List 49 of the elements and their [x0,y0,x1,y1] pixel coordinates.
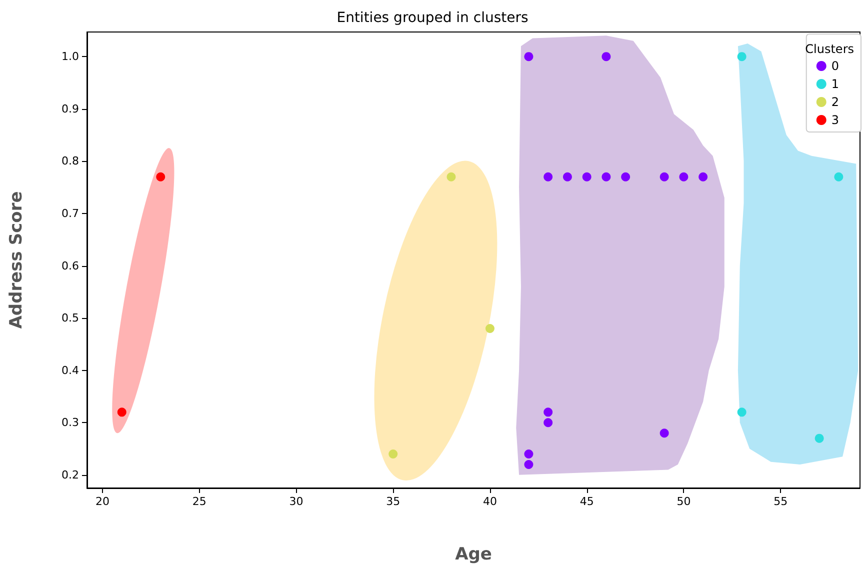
point [485,324,494,333]
x-tick-label: 35 [386,495,400,508]
legend-label: 2 [831,95,840,109]
legend-label: 3 [831,113,840,127]
legend-label: 1 [831,77,840,91]
point [524,450,534,459]
point [544,408,553,417]
point [117,408,126,417]
legend-title: Clusters [805,42,854,56]
y-tick-label: 0.9 [62,102,79,116]
y-tick-label: 0.4 [62,364,79,377]
point [524,52,534,62]
point [737,408,746,417]
point [524,460,534,469]
point [544,418,553,428]
y-tick-label: 0.6 [62,259,79,272]
point [679,172,688,182]
point [582,172,592,182]
point [602,52,611,62]
x-tick-label: 20 [96,495,110,508]
point [388,450,398,459]
point [698,172,708,182]
point [602,172,611,182]
point [814,434,824,443]
y-tick-label: 0.2 [62,468,79,482]
y-tick-label: 0.8 [62,154,79,168]
y-tick-label: 0.5 [62,312,79,325]
point [446,172,456,182]
y-tick-label: 0.7 [62,206,79,220]
point [544,172,553,182]
x-tick-label: 50 [676,495,691,508]
legend-label: 0 [831,59,840,73]
x-tick-label: 30 [289,495,304,508]
x-axis-title: Age [455,544,492,564]
x-tick-label: 25 [192,495,206,508]
point [737,52,746,62]
y-tick-label: 1.0 [62,50,79,64]
y-tick-label: 0.3 [62,416,79,430]
x-tick-label: 55 [774,495,788,508]
point [834,172,844,182]
point [660,172,669,182]
x-tick-label: 45 [580,495,594,508]
point [660,428,669,438]
point [562,172,572,182]
chart-title: Entities grouped in clusters [336,10,528,26]
x-tick-label: 40 [482,495,497,508]
point [621,172,630,182]
point [156,172,166,182]
y-axis-title: Address Score [6,191,26,329]
